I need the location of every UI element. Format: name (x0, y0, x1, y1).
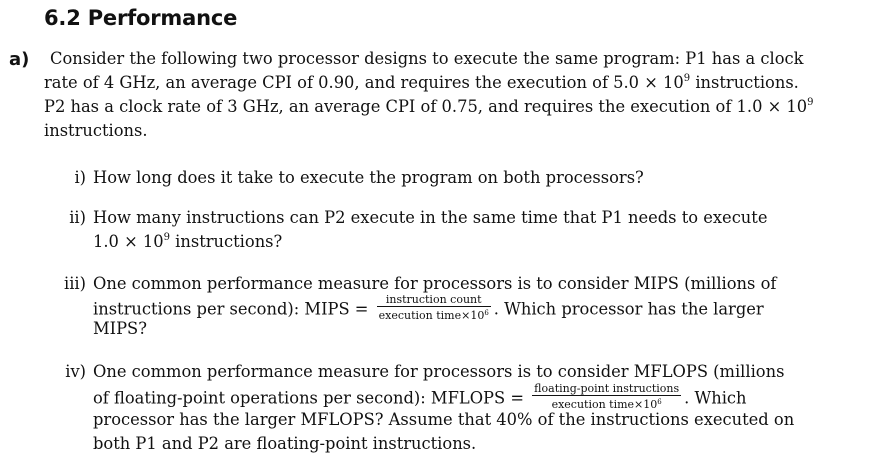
mflops-fraction: floating-point instructions execution ti… (532, 382, 682, 411)
question-i-line-1: How long does it take to execute the pro… (93, 168, 644, 187)
question-ii-marker: ii) (69, 208, 86, 227)
question-i-marker: i) (74, 168, 86, 187)
question-iv-line-4: both P1 and P2 are floating-point instru… (93, 434, 477, 453)
mips-fraction-denominator: execution time×106 (378, 309, 489, 322)
intro-line-2: rate of 4 GHz, an average CPI of 0.90, a… (44, 73, 799, 92)
question-iv-marker: iv) (65, 362, 86, 381)
part-a-marker: a) (9, 49, 30, 70)
intro-line-4: instructions. (44, 121, 148, 140)
question-iii-marker: iii) (64, 274, 86, 293)
mflops-fraction-denominator: execution time×106 (551, 398, 662, 411)
question-iv-line-2: of floating-point operations per second)… (93, 382, 747, 411)
question-iii-line-1: One common performance measure for proce… (93, 274, 777, 293)
mflops-fraction-numerator: floating-point instructions (532, 382, 682, 396)
mips-fraction: instruction count execution time×106 (376, 294, 491, 322)
intro-line-3: P2 has a clock rate of 3 GHz, an average… (44, 97, 814, 116)
question-ii-line-2: 1.0 × 109 instructions? (93, 232, 283, 251)
question-iii-line-2: instructions per second): MIPS = instruc… (93, 293, 764, 322)
intro-line-1: Consider the following two processor des… (50, 49, 804, 68)
question-iv-line-1: One common performance measure for proce… (93, 362, 785, 381)
section-title: 6.2 Performance (44, 6, 238, 30)
question-iii-line-3: MIPS? (93, 319, 147, 338)
question-ii-line-1: How many instructions can P2 execute in … (93, 208, 768, 227)
question-iv-line-3: processor has the larger MFLOPS? Assume … (93, 410, 795, 429)
mips-fraction-numerator: instruction count (376, 294, 491, 307)
